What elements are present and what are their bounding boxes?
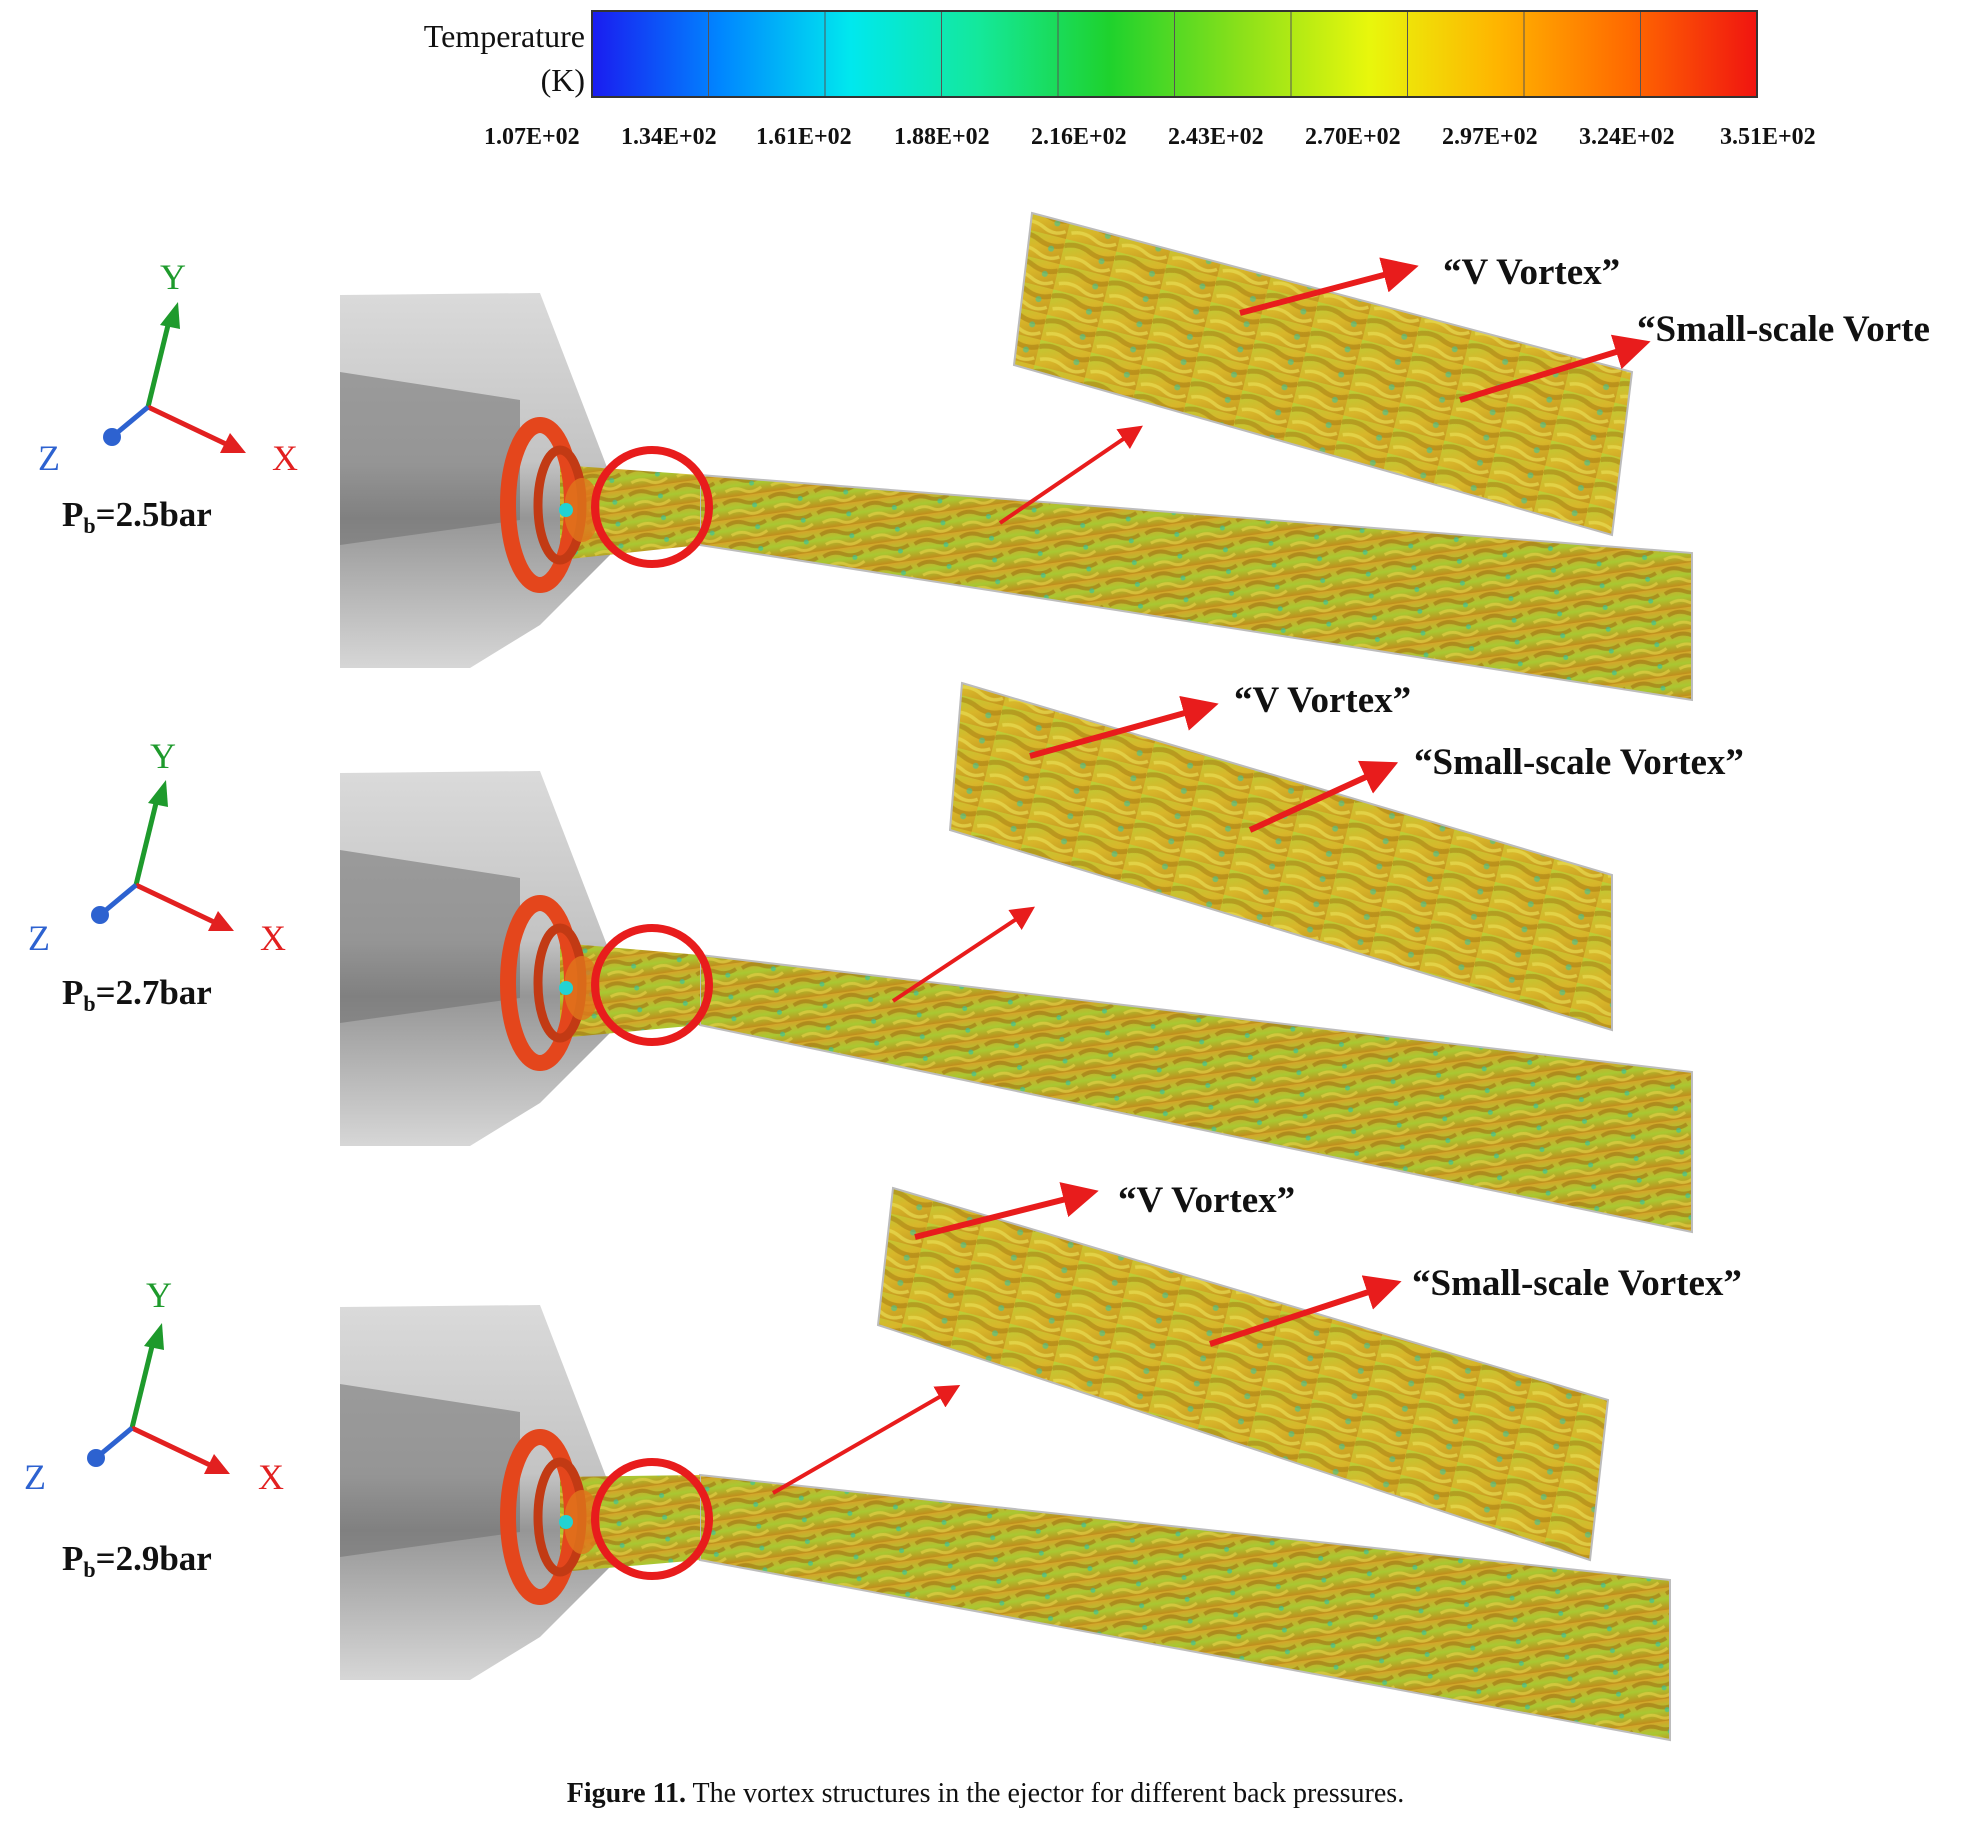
axis-z-line (116, 405, 150, 434)
shear-layer (564, 956, 600, 1020)
axis-y-line (129, 1337, 157, 1429)
highlight-circle (591, 446, 713, 568)
axis-y-line (133, 794, 161, 886)
highlight-circle (591, 924, 713, 1046)
panel-1 (103, 211, 1693, 702)
cold-core (559, 503, 573, 517)
primary-nozzle (340, 1384, 520, 1557)
colorbar-tick: 1.88E+02 (894, 124, 990, 150)
axis-x-head (220, 433, 246, 453)
axis-y-label: Y (150, 736, 176, 776)
figure-caption: Figure 11. The vortex structures in the … (0, 1778, 1971, 1810)
v-vortex-label: “V Vortex” (1118, 1180, 1296, 1221)
colorbar-tick: 2.97E+02 (1442, 124, 1538, 150)
cold-core (559, 1515, 573, 1529)
axis-z-label: Z (28, 918, 50, 958)
axis-x-head (204, 1454, 230, 1474)
colorbar (592, 11, 1757, 97)
colorbar-tick: 3.24E+02 (1579, 124, 1675, 150)
primary-nozzle (340, 850, 520, 1023)
v-vortex-label: “V Vortex” (1443, 252, 1621, 293)
primary-nozzle (340, 372, 520, 545)
colorbar-title: Temperature (423, 18, 585, 54)
axis-y-label: Y (146, 1275, 172, 1315)
back-pressure-label: Pb=2.9bar (62, 1539, 212, 1582)
zoom-arrow (772, 1385, 961, 1495)
axis-z-head (91, 906, 109, 924)
v-vortex-arrow (914, 1182, 1099, 1240)
colorbar-tick: 2.16E+02 (1031, 124, 1127, 150)
axis-y-head (148, 780, 168, 807)
axis-x-line (146, 404, 230, 448)
axis-z-label: Z (38, 438, 60, 478)
axis-z-line (104, 883, 138, 912)
colorbar-tick: 1.34E+02 (621, 124, 717, 150)
colorbar-tick: 2.43E+02 (1168, 124, 1264, 150)
axis-z-head (87, 1449, 105, 1467)
panel-2 (91, 681, 1693, 1234)
shear-layer (564, 1490, 600, 1554)
zoom-arrow (891, 906, 1035, 1003)
caption-label: Figure 11. (566, 1778, 687, 1809)
axis-x-label: X (260, 918, 286, 958)
caption-text: The vortex structures in the ejector for… (692, 1778, 1405, 1809)
back-pressure-label: Pb=2.7bar (62, 973, 212, 1016)
axis-y-head (160, 302, 180, 329)
v-vortex-arrow (1029, 695, 1219, 759)
axis-z-head (103, 428, 121, 446)
axis-x-label: X (258, 1457, 284, 1497)
v-vortex-arrow (1239, 257, 1419, 316)
axis-x-line (130, 1425, 214, 1469)
colorbar-unit: (K) (540, 62, 585, 98)
back-pressure-label: Pb=2.5bar (62, 495, 212, 538)
highlight-circle (591, 1458, 713, 1580)
small-scale-vortex-label: “Small-scale Vorte (1637, 309, 1930, 350)
panel-3 (87, 1182, 1671, 1742)
axis-y-label: Y (160, 257, 186, 297)
panels-illustration (87, 211, 1693, 1742)
cold-core (559, 981, 573, 995)
shear-layer (564, 478, 600, 542)
colorbar-tick: 2.70E+02 (1305, 124, 1401, 150)
axis-y-line (145, 316, 173, 408)
colorbar-frame (591, 10, 1758, 98)
small-scale-vortex-label: “Small-scale Vortex” (1412, 1263, 1742, 1304)
colorbar-tick: 1.07E+02 (484, 124, 580, 150)
zoom-arrow (998, 425, 1143, 525)
zoom-inset (1012, 211, 1634, 537)
axis-x-label: X (272, 438, 298, 478)
axis-x-line (134, 882, 218, 926)
zoom-inset (876, 1186, 1610, 1562)
colorbar-tick: 3.51E+02 (1720, 124, 1816, 150)
small-scale-vortex-label: “Small-scale Vortex” (1414, 742, 1744, 783)
small-vortex-arrow (1209, 1275, 1402, 1347)
v-vortex-label: “V Vortex” (1234, 680, 1412, 721)
zoom-inset (948, 681, 1613, 1032)
axis-z-label: Z (24, 1457, 46, 1497)
colorbar-tick: 1.61E+02 (756, 124, 852, 150)
axis-z-line (100, 1426, 134, 1455)
axis-y-head (144, 1323, 164, 1350)
small-vortex-arrow (1248, 760, 1399, 833)
axis-x-head (208, 911, 234, 931)
small-vortex-arrow (1459, 334, 1651, 403)
